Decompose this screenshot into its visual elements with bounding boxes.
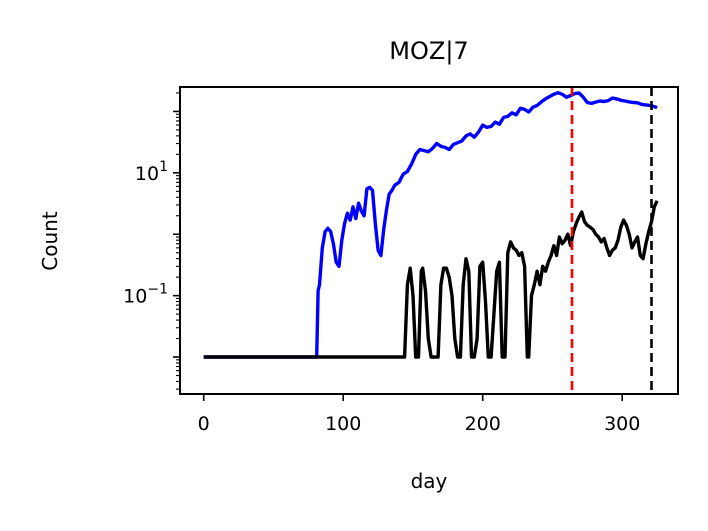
x-tick-label: 200: [465, 413, 501, 435]
x-tick-label: 300: [604, 413, 640, 435]
series-line-1: [203, 200, 659, 359]
y-axis: 10−1 101: [123, 92, 180, 390]
plot-area: [179, 86, 679, 395]
x-tick-label: 0: [198, 413, 210, 435]
series-group: [203, 90, 659, 359]
x-axis-label: day: [411, 469, 448, 493]
y-tick-label: 101: [135, 159, 168, 185]
chart-title: MOZ|7: [389, 37, 468, 65]
y-axis-label: Count: [38, 211, 62, 271]
y-tick-label: 10−1: [123, 282, 168, 308]
x-tick-label: 100: [325, 413, 361, 435]
x-axis: 0 100 200 300: [198, 394, 640, 435]
vline-group: [570, 87, 653, 394]
series-line-0: [203, 90, 658, 359]
